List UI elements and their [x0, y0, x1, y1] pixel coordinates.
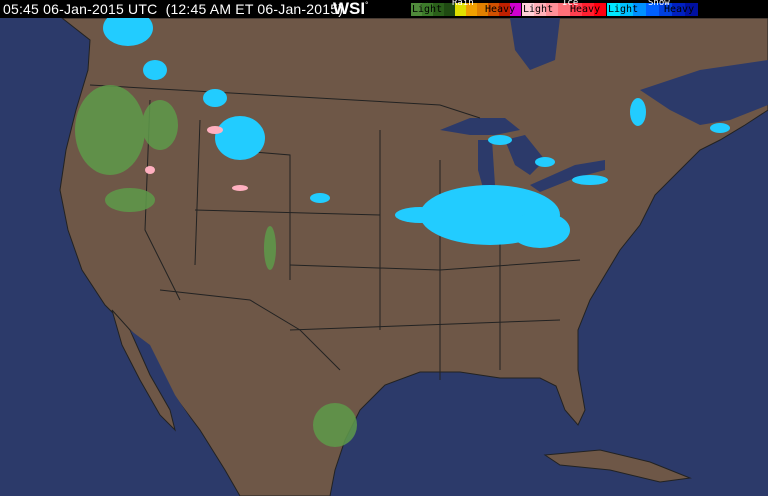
legend-ice-swatch	[558, 3, 570, 16]
legend-ice	[522, 3, 606, 16]
legend-ice-swatch	[546, 3, 558, 16]
lake-michigan	[478, 140, 495, 195]
legend-rain-swatch	[422, 3, 433, 16]
timestamp: 05:45 06-Jan-2015 UTC (12:45 AM ET 06-Ja…	[3, 1, 344, 17]
legend-snow-swatch	[633, 3, 646, 16]
legend-rain-swatch	[499, 3, 510, 16]
precip-ice	[145, 126, 248, 191]
lake-superior	[440, 118, 520, 135]
lake-huron	[505, 135, 545, 175]
legend-snow-swatch	[659, 3, 672, 16]
legend-snow-swatch	[672, 3, 685, 16]
legend-snow-heavy: Heavy	[664, 4, 695, 15]
legend-rain-swatch	[444, 3, 455, 16]
legend-rain-swatch	[510, 3, 521, 16]
legend-rain-swatch	[411, 3, 422, 16]
legend-rain-title: Rain	[452, 0, 474, 8]
cuba	[543, 449, 692, 483]
legend-rain-swatch	[488, 3, 499, 16]
legend-rain-swatch	[477, 3, 488, 16]
legend-ice-heavy: Heavy	[570, 4, 601, 15]
legend-snow-swatch	[646, 3, 659, 16]
legend-ice-light: Light	[523, 4, 554, 15]
legend-rain-swatch	[433, 3, 444, 16]
legend-snow	[607, 3, 698, 16]
legend-snow-swatch	[685, 3, 698, 16]
hudson-bay-edge	[510, 18, 560, 70]
legend-snow-light: Light	[608, 4, 639, 15]
legend-ice-title: Ice	[562, 0, 579, 8]
legend-ice-swatch	[522, 3, 534, 16]
header-bar: 05:45 06-Jan-2015 UTC (12:45 AM ET 06-Ja…	[0, 0, 768, 18]
precip-snow	[103, 10, 730, 248]
lake-erie-ontario	[530, 160, 605, 192]
logo-mark: °	[365, 0, 369, 10]
logo-text: WSI	[333, 0, 366, 18]
legend-rain-heavy: Heavy	[485, 4, 516, 15]
legend-snow-title: Snow	[648, 0, 670, 8]
precip-rain	[75, 85, 357, 447]
wsi-logo: WSI°	[333, 0, 368, 19]
legend-rain-light: Light	[412, 4, 443, 15]
baja-california	[111, 309, 176, 432]
legend-ice-swatch	[582, 3, 594, 16]
legend-snow-swatch	[607, 3, 620, 16]
legend-rain	[411, 3, 521, 16]
legend-ice-swatch	[594, 3, 606, 16]
legend-rain-swatch	[466, 3, 477, 16]
legend-ice-swatch	[570, 3, 582, 16]
gulf-of-california	[130, 330, 195, 425]
legend-snow-swatch	[620, 3, 633, 16]
legend-ice-swatch	[534, 3, 546, 16]
legend-rain-swatch	[455, 3, 466, 16]
gulf-of-st-lawrence	[640, 60, 768, 125]
